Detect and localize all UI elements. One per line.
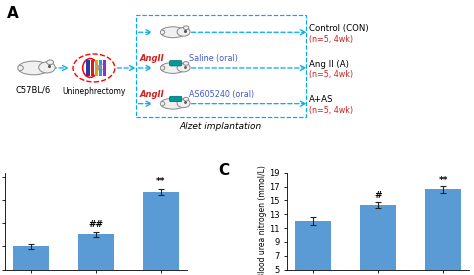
Ellipse shape bbox=[160, 62, 185, 73]
Text: A+AS: A+AS bbox=[309, 95, 334, 104]
Circle shape bbox=[177, 28, 190, 36]
Circle shape bbox=[177, 63, 190, 72]
Bar bbox=[425, 189, 461, 275]
FancyBboxPatch shape bbox=[170, 96, 182, 102]
Text: Alzet implantation: Alzet implantation bbox=[180, 122, 262, 131]
Text: Uninephrectomy: Uninephrectomy bbox=[62, 87, 126, 96]
Circle shape bbox=[39, 62, 55, 73]
Text: Saline (oral): Saline (oral) bbox=[189, 54, 238, 63]
Circle shape bbox=[177, 99, 190, 108]
Text: AngII: AngII bbox=[139, 54, 164, 63]
Circle shape bbox=[183, 26, 189, 30]
Text: Control (CON): Control (CON) bbox=[309, 24, 369, 33]
Circle shape bbox=[183, 62, 189, 65]
Circle shape bbox=[46, 60, 54, 65]
Bar bbox=[78, 234, 114, 275]
Text: ##: ## bbox=[88, 220, 103, 229]
Ellipse shape bbox=[160, 98, 185, 109]
Bar bbox=[99, 60, 102, 76]
Bar bbox=[86, 60, 90, 76]
Bar bbox=[360, 205, 396, 275]
Text: (n=5, 4wk): (n=5, 4wk) bbox=[309, 70, 353, 79]
Text: A: A bbox=[7, 6, 19, 21]
Text: (n=5, 4wk): (n=5, 4wk) bbox=[309, 106, 353, 115]
Ellipse shape bbox=[160, 27, 185, 38]
Bar bbox=[103, 60, 106, 76]
Text: C57BL/6: C57BL/6 bbox=[16, 85, 51, 94]
Y-axis label: Blood urea nitrogen (mmol/L): Blood urea nitrogen (mmol/L) bbox=[258, 165, 267, 275]
Bar bbox=[295, 221, 331, 275]
Text: (n=5, 4wk): (n=5, 4wk) bbox=[309, 35, 353, 43]
Bar bbox=[143, 192, 179, 275]
Text: **: ** bbox=[438, 176, 448, 185]
Bar bbox=[95, 60, 98, 76]
Circle shape bbox=[183, 97, 189, 101]
Text: Ang II (A): Ang II (A) bbox=[309, 60, 349, 69]
Text: AS605240 (oral): AS605240 (oral) bbox=[189, 90, 254, 99]
Bar bbox=[91, 60, 94, 76]
Bar bbox=[13, 246, 49, 275]
Ellipse shape bbox=[18, 61, 49, 75]
Text: C: C bbox=[218, 163, 229, 178]
FancyBboxPatch shape bbox=[170, 60, 182, 66]
Text: #: # bbox=[374, 191, 382, 200]
Text: **: ** bbox=[156, 177, 165, 186]
Text: AngII: AngII bbox=[139, 90, 164, 99]
